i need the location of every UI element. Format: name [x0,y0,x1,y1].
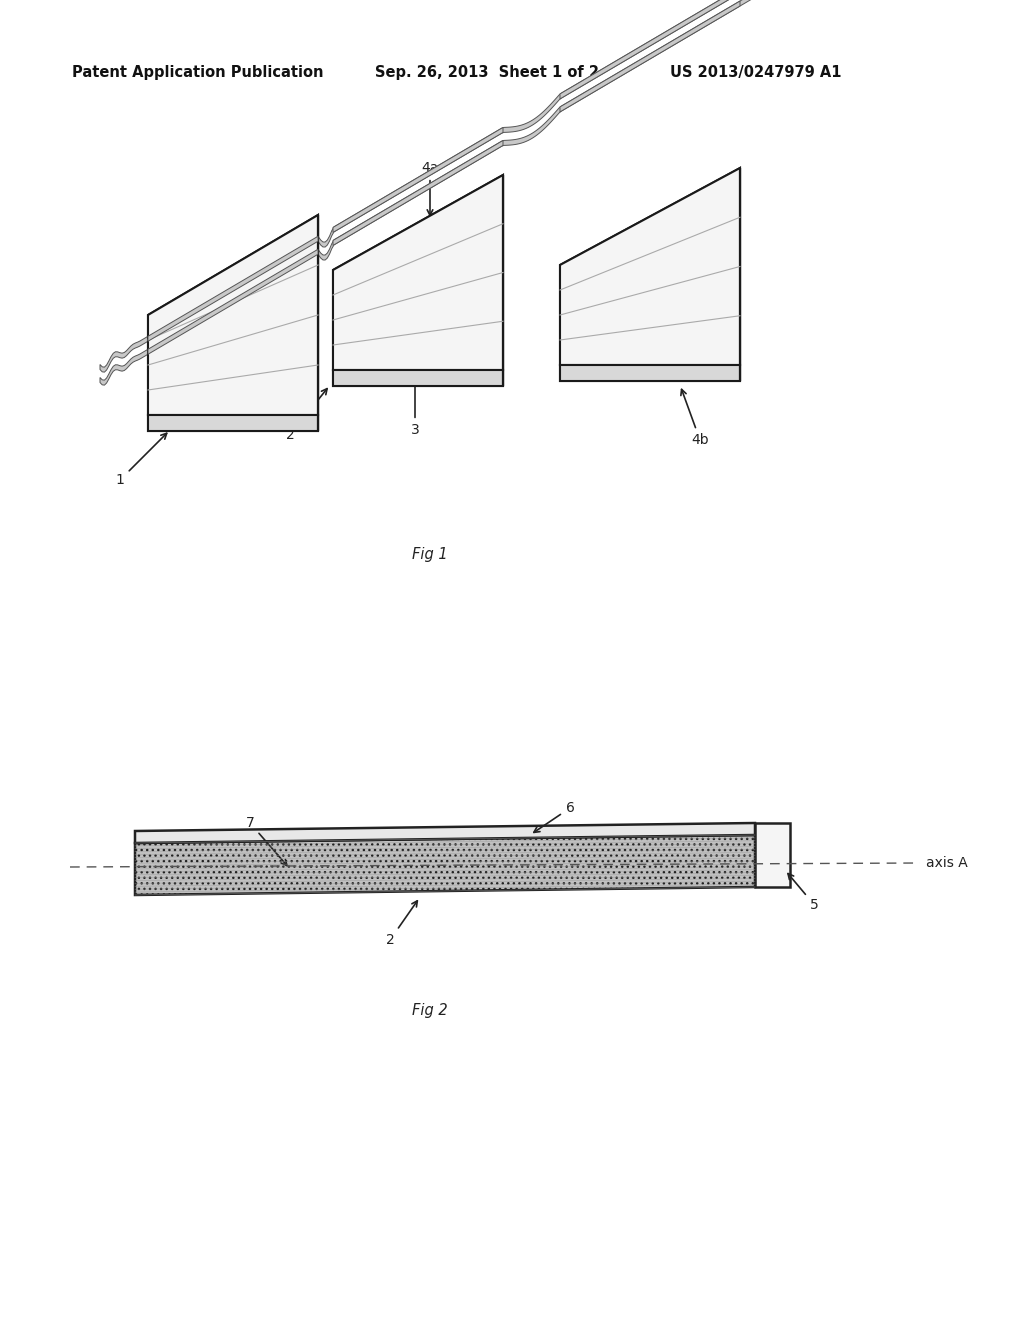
Polygon shape [148,215,318,414]
Polygon shape [148,414,318,432]
Polygon shape [333,176,503,370]
Text: Fig 2: Fig 2 [413,1002,447,1018]
Polygon shape [333,128,503,232]
Polygon shape [560,1,740,112]
Text: 4a: 4a [421,161,438,215]
Polygon shape [135,836,755,895]
Polygon shape [333,176,503,370]
Text: 7: 7 [246,816,287,866]
Polygon shape [560,168,740,366]
Polygon shape [148,249,318,354]
Polygon shape [148,236,318,342]
Text: 3: 3 [411,359,420,437]
Polygon shape [333,370,503,385]
Polygon shape [148,215,318,414]
Text: 2: 2 [386,900,418,946]
Polygon shape [333,140,503,246]
Text: 5: 5 [788,874,819,912]
Text: Sep. 26, 2013  Sheet 1 of 2: Sep. 26, 2013 Sheet 1 of 2 [375,65,599,79]
Polygon shape [560,366,740,381]
Polygon shape [560,168,740,366]
Polygon shape [333,370,503,385]
Text: 4b: 4b [681,389,709,447]
Text: US 2013/0247979 A1: US 2013/0247979 A1 [670,65,842,79]
Text: Fig 1: Fig 1 [413,548,447,562]
Polygon shape [560,0,740,99]
Text: 1: 1 [116,433,167,487]
Polygon shape [100,0,760,372]
Polygon shape [148,414,318,432]
Polygon shape [755,822,790,887]
Polygon shape [100,0,760,385]
Polygon shape [135,822,755,843]
Text: 6: 6 [534,801,574,833]
Polygon shape [560,366,740,381]
Text: axis A: axis A [926,855,968,870]
Text: Patent Application Publication: Patent Application Publication [72,65,324,79]
Text: 2: 2 [286,388,327,442]
